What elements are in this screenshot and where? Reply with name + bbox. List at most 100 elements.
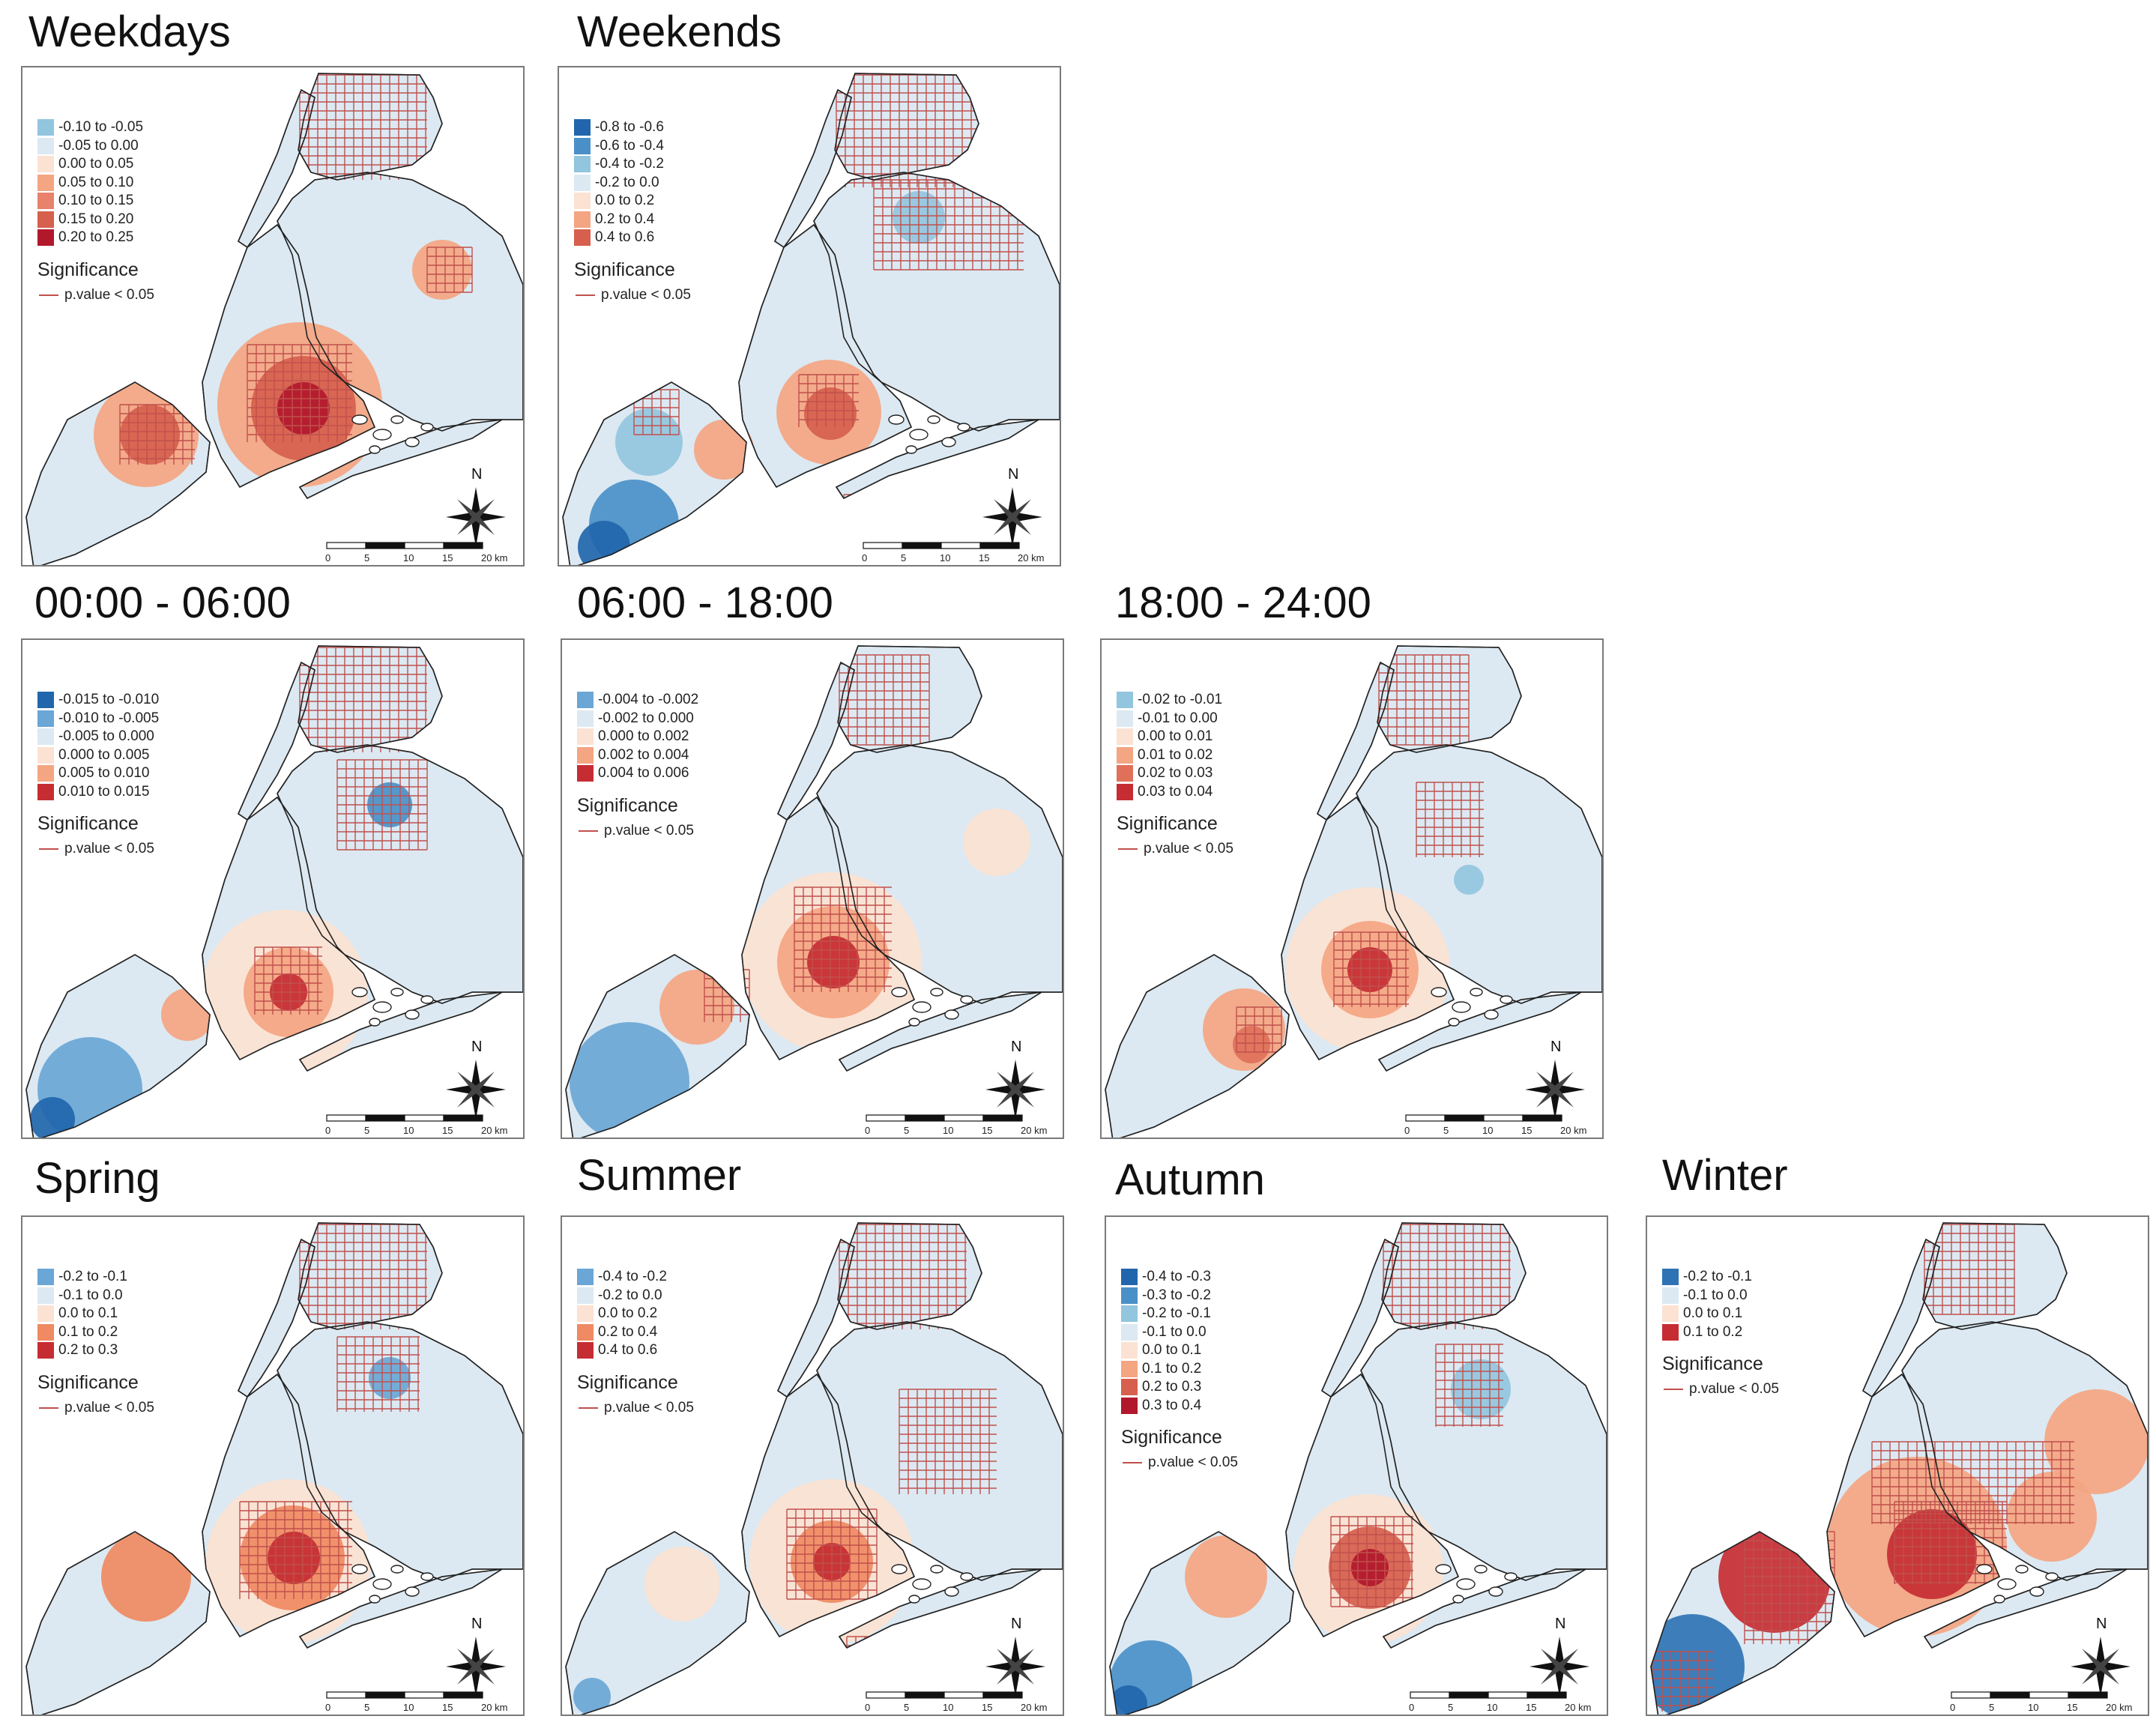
legend-label: 0.1 to 0.2 xyxy=(58,1323,118,1340)
significance-label: p.value < 0.05 xyxy=(1144,841,1233,857)
legend-item: 0.0 to 0.2 xyxy=(574,192,691,211)
north-arrow-icon xyxy=(1525,1060,1585,1120)
legend-item: 0.0 to 0.1 xyxy=(1662,1305,1779,1323)
legend-item: -0.1 to 0.0 xyxy=(37,1287,154,1305)
map-canvas xyxy=(1650,1222,2148,1715)
legend-item: 0.002 to 0.004 xyxy=(577,746,698,765)
legend-item: 0.2 to 0.4 xyxy=(574,211,691,229)
legend-swatch xyxy=(1121,1360,1138,1377)
scale-tick-label: 20 km xyxy=(481,1125,508,1136)
legend-label: -0.004 to -0.002 xyxy=(598,692,699,708)
scale-tick-label: 0 xyxy=(865,1125,871,1136)
legend-item: -0.6 to -0.4 xyxy=(574,137,691,156)
borough-bronx xyxy=(298,1222,443,1330)
significance-grid xyxy=(239,1224,427,1599)
map-canvas xyxy=(25,1222,523,1715)
legend-item: 0.00 to 0.05 xyxy=(37,155,154,174)
legend-swatch xyxy=(1662,1305,1679,1323)
significance-grid xyxy=(254,647,428,1015)
legend-swatch xyxy=(37,1305,54,1323)
significance-line-icon xyxy=(39,294,58,296)
legend-label: -0.1 to 0.0 xyxy=(1683,1287,1748,1303)
scale-tick-label: 20 km xyxy=(1018,552,1045,564)
legend-swatch xyxy=(577,1287,594,1304)
legend-swatch xyxy=(1117,710,1133,727)
significance-item: p.value < 0.05 xyxy=(577,1400,694,1416)
legend-swatch xyxy=(37,1269,54,1286)
significance-title: Significance xyxy=(1662,1353,1763,1374)
legend-label: 0.010 to 0.015 xyxy=(58,783,150,800)
north-label: N xyxy=(1008,466,1019,483)
scale-tick-label: 5 xyxy=(364,1702,370,1713)
legend-swatch xyxy=(1662,1287,1679,1304)
borough-bronx xyxy=(1381,1222,1527,1330)
legend-item: -0.2 to 0.0 xyxy=(577,1287,694,1305)
legend-label: 0.03 to 0.04 xyxy=(1138,783,1213,800)
panel-title-summer: Summer xyxy=(577,1151,742,1200)
legend-swatch xyxy=(574,119,591,136)
legend-item: -0.2 to -0.1 xyxy=(1121,1305,1238,1323)
legend-item: -0.8 to -0.6 xyxy=(574,118,691,137)
legend-item: 0.005 to 0.010 xyxy=(37,764,159,783)
significance-title: Significance xyxy=(37,813,139,834)
legend-item: -0.005 to 0.000 xyxy=(37,728,159,746)
map-canvas xyxy=(25,73,523,565)
legend-item: 0.1 to 0.2 xyxy=(37,1323,154,1342)
value-zone xyxy=(161,988,214,1041)
significance-item: p.value < 0.05 xyxy=(574,287,691,303)
legend: -0.10 to -0.05 -0.05 to 0.00 0.00 to 0.05 0… xyxy=(37,118,154,303)
north-arrow-icon xyxy=(446,1060,506,1120)
legend-label: 0.2 to 0.4 xyxy=(595,211,655,227)
legend-swatch xyxy=(37,1287,54,1304)
legend-swatch xyxy=(37,765,54,782)
legend-label: -0.1 to 0.0 xyxy=(58,1287,123,1303)
scale-bar xyxy=(866,1691,1023,1699)
legend-item: 0.004 to 0.006 xyxy=(577,764,698,783)
north-arrow-icon xyxy=(985,1637,1045,1697)
north-label: N xyxy=(1011,1039,1022,1055)
legend-label: 0.00 to 0.05 xyxy=(58,156,134,172)
value-zone xyxy=(807,936,860,988)
scale-bar xyxy=(863,542,1020,549)
value-zone xyxy=(804,387,857,440)
map-panel-winter: -0.2 to -0.1 -0.1 to 0.0 0.0 to 0.1 0.1 to … xyxy=(1646,1215,2149,1716)
legend-item: -0.015 to -0.010 xyxy=(37,691,159,710)
legend-item: 0.000 to 0.002 xyxy=(577,728,698,746)
legend-item: -0.4 to -0.2 xyxy=(574,155,691,174)
scale-tick-label: 0 xyxy=(325,1125,331,1136)
legend-swatch xyxy=(1121,1287,1138,1304)
legend-swatch xyxy=(1662,1323,1679,1341)
legend-swatch xyxy=(1117,728,1133,746)
map-panel-18-24: -0.02 to -0.01 -0.01 to 0.00 0.00 to 0.01 0… xyxy=(1100,638,1604,1139)
panel-title-00-06: 00:00 - 06:00 xyxy=(34,578,291,627)
legend-label: 0.2 to 0.4 xyxy=(598,1323,658,1340)
panel-title-06-18: 06:00 - 18:00 xyxy=(577,578,833,627)
legend-label: -0.05 to 0.00 xyxy=(58,137,139,154)
scale-bar xyxy=(1405,1114,1562,1122)
legend: -0.4 to -0.3 -0.3 to -0.2 -0.2 to -0.1 -0.1… xyxy=(1121,1268,1238,1471)
scale-bar xyxy=(326,1114,483,1122)
legend-label: -0.010 to -0.005 xyxy=(58,710,160,726)
scale-tick-label: 20 km xyxy=(2106,1702,2133,1713)
scale-tick-label: 15 xyxy=(442,552,453,564)
scale-bar xyxy=(326,542,483,549)
legend-item: -0.10 to -0.05 xyxy=(37,118,154,137)
north-arrow-icon xyxy=(985,1060,1045,1120)
map-canvas xyxy=(1109,1222,1607,1715)
legend-item: -0.4 to -0.2 xyxy=(577,1268,694,1287)
legend-item: -0.2 to -0.1 xyxy=(1662,1268,1779,1287)
significance-title: Significance xyxy=(574,259,675,280)
legend-swatch xyxy=(577,692,594,709)
legend: -0.2 to -0.1 -0.1 to 0.0 0.0 to 0.1 0.1 to … xyxy=(37,1268,154,1416)
legend-swatch xyxy=(577,710,594,727)
north-label: N xyxy=(1550,1039,1562,1055)
legend-swatch xyxy=(37,193,54,210)
scale-tick-label: 10 xyxy=(943,1125,954,1136)
legend-label: -0.1 to 0.0 xyxy=(1142,1323,1207,1340)
legend-label: 0.4 to 0.6 xyxy=(598,1342,658,1359)
value-zone xyxy=(659,970,734,1045)
scale-bar xyxy=(1951,1691,2108,1699)
map-canvas xyxy=(562,73,1060,565)
significance-item: p.value < 0.05 xyxy=(1117,841,1233,857)
legend-label: -0.6 to -0.4 xyxy=(595,137,664,154)
